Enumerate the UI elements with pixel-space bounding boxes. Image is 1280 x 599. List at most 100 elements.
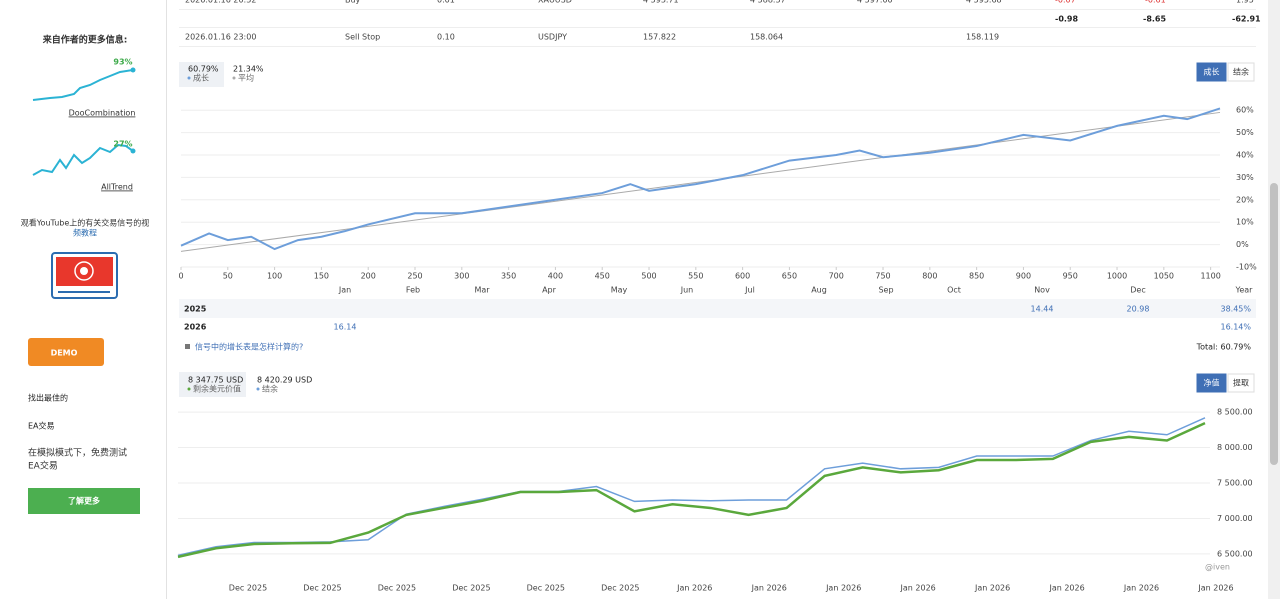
trade-cell: 0.10 bbox=[437, 33, 455, 42]
balance-line bbox=[177, 417, 1206, 557]
trade-cell: 157.822 bbox=[643, 33, 676, 42]
x-tick-label: 600 bbox=[735, 272, 750, 281]
x-tick-label: 350 bbox=[501, 272, 516, 281]
tab-button[interactable] bbox=[1196, 373, 1227, 393]
month-label: Jun bbox=[680, 286, 694, 295]
tab-button[interactable] bbox=[1227, 373, 1255, 393]
monthly-row-bg bbox=[179, 299, 1256, 318]
legend-dot bbox=[187, 387, 191, 391]
trade-cell: -0.61 bbox=[1145, 0, 1166, 5]
signal-name[interactable]: AllTrend bbox=[101, 183, 133, 192]
month-value: 16.14% bbox=[1220, 323, 1251, 332]
x-tick-label: 750 bbox=[875, 272, 890, 281]
trade-cell: 4 595.68 bbox=[966, 0, 1002, 5]
demo-badge[interactable] bbox=[28, 338, 104, 366]
y-tick-label: 8 000.00 bbox=[1217, 443, 1253, 452]
mini-chart[interactable] bbox=[32, 69, 134, 101]
youtube-text[interactable]: 观看YouTube上的有关交易信号的视 bbox=[21, 218, 150, 228]
x-tick-label: 700 bbox=[829, 272, 844, 281]
x-tick-label: 1100 bbox=[1200, 272, 1220, 281]
trade-total: -8.65 bbox=[1143, 15, 1166, 24]
trade-cell: -0.07 bbox=[1055, 0, 1076, 5]
month-label: Jan bbox=[338, 286, 351, 295]
x-tick-label: Dec 2025 bbox=[601, 584, 639, 593]
x-tick-label: Jan 2026 bbox=[1048, 584, 1084, 593]
y-tick-label: 60% bbox=[1236, 106, 1254, 115]
x-tick-label: 150 bbox=[314, 272, 329, 281]
y-tick-label: 7 000.00 bbox=[1217, 514, 1253, 523]
x-tick-label: Jan 2026 bbox=[751, 584, 787, 593]
month-label: Apr bbox=[542, 286, 557, 295]
x-tick-label: Dec 2025 bbox=[229, 584, 267, 593]
mini-dot bbox=[130, 148, 136, 154]
ad-title: 找出最佳的 bbox=[28, 393, 68, 403]
legend-name: 剩余美元价值 bbox=[193, 384, 241, 394]
total: Total: 60.79% bbox=[1196, 343, 1252, 352]
y-tick-label: 10% bbox=[1236, 218, 1254, 227]
y-tick-label: 0% bbox=[1236, 240, 1249, 249]
ad-title: EA交易 bbox=[28, 421, 55, 431]
legend-active[interactable] bbox=[179, 372, 246, 397]
signal-name[interactable]: DooCombination bbox=[69, 109, 136, 118]
tab-button[interactable] bbox=[1227, 62, 1255, 82]
x-tick-label: 1050 bbox=[1154, 272, 1174, 281]
month-value: 38.45% bbox=[1220, 305, 1251, 314]
scroll-thumb[interactable] bbox=[1270, 183, 1278, 465]
trade-cell: 158.064 bbox=[750, 33, 783, 42]
trade-cell: USDJPY bbox=[538, 33, 567, 42]
month-value: 14.44 bbox=[1031, 305, 1054, 314]
x-tick-label: Dec 2025 bbox=[378, 584, 416, 593]
more-title: 来自作者的更多信息: bbox=[42, 34, 128, 46]
y-tick-label: 6 500.00 bbox=[1217, 549, 1253, 558]
trade-cell: Sell Stop bbox=[345, 33, 380, 42]
y-tick-label: 20% bbox=[1236, 195, 1254, 204]
x-tick-label: 900 bbox=[1016, 272, 1031, 281]
x-tick-label: Jan 2026 bbox=[974, 584, 1010, 593]
mini-chart[interactable] bbox=[32, 143, 134, 176]
trade-total: -0.98 bbox=[1055, 15, 1078, 24]
note-link[interactable]: 信号中的增长表是怎样计算的? bbox=[195, 342, 303, 352]
year-label: 2025 bbox=[184, 305, 207, 314]
x-tick-label: 800 bbox=[922, 272, 937, 281]
x-tick-label: Dec 2025 bbox=[452, 584, 490, 593]
y-tick-label: 7 500.00 bbox=[1217, 478, 1253, 487]
x-tick-label: 1000 bbox=[1107, 272, 1127, 281]
growth-line bbox=[180, 107, 1221, 251]
youtube-link[interactable]: 频教程 bbox=[73, 228, 97, 238]
month-label: Year bbox=[1235, 286, 1254, 295]
y-tick-label: 8 500.00 bbox=[1217, 408, 1253, 417]
balance-line bbox=[177, 421, 1206, 559]
legend-active[interactable] bbox=[179, 62, 224, 87]
trade-total: -62.91 bbox=[1232, 15, 1261, 24]
legend-value: 8 347.75 USD bbox=[188, 376, 243, 385]
x-tick-label: Jan 2026 bbox=[825, 584, 861, 593]
ad-text: 在模拟模式下，免费测试 bbox=[28, 447, 127, 459]
trade-cell: 2026.01.16 20:32 bbox=[185, 0, 256, 5]
tab-button[interactable] bbox=[1196, 62, 1227, 82]
x-tick-label: 400 bbox=[548, 272, 563, 281]
legend-value: 21.34% bbox=[233, 65, 264, 74]
trend-line bbox=[180, 111, 1221, 252]
trade-cell: 4 593.71 bbox=[643, 0, 679, 5]
trade-cell: 4 597.00 bbox=[857, 0, 893, 5]
y-tick-label: -10% bbox=[1236, 263, 1257, 272]
legend-dot bbox=[256, 387, 260, 391]
trade-cell: Buy bbox=[345, 0, 361, 5]
year-label: 2026 bbox=[184, 323, 207, 332]
x-tick-label: 450 bbox=[595, 272, 610, 281]
x-tick-label: 550 bbox=[688, 272, 703, 281]
video-dot bbox=[80, 267, 88, 275]
month-label: Mar bbox=[474, 286, 490, 295]
x-tick-label: 300 bbox=[454, 272, 469, 281]
learn-more-button[interactable] bbox=[28, 488, 140, 514]
month-label: May bbox=[611, 286, 628, 295]
y-tick-label: 30% bbox=[1236, 173, 1254, 182]
month-label: Sep bbox=[878, 286, 893, 295]
trade-cell: 2026.01.16 23:00 bbox=[185, 33, 256, 42]
x-tick-label: 0 bbox=[178, 272, 183, 281]
x-tick-label: Jan 2026 bbox=[676, 584, 712, 593]
y-tick-label: 40% bbox=[1236, 151, 1254, 160]
month-label: Aug bbox=[811, 286, 827, 295]
x-tick-label: 250 bbox=[407, 272, 422, 281]
